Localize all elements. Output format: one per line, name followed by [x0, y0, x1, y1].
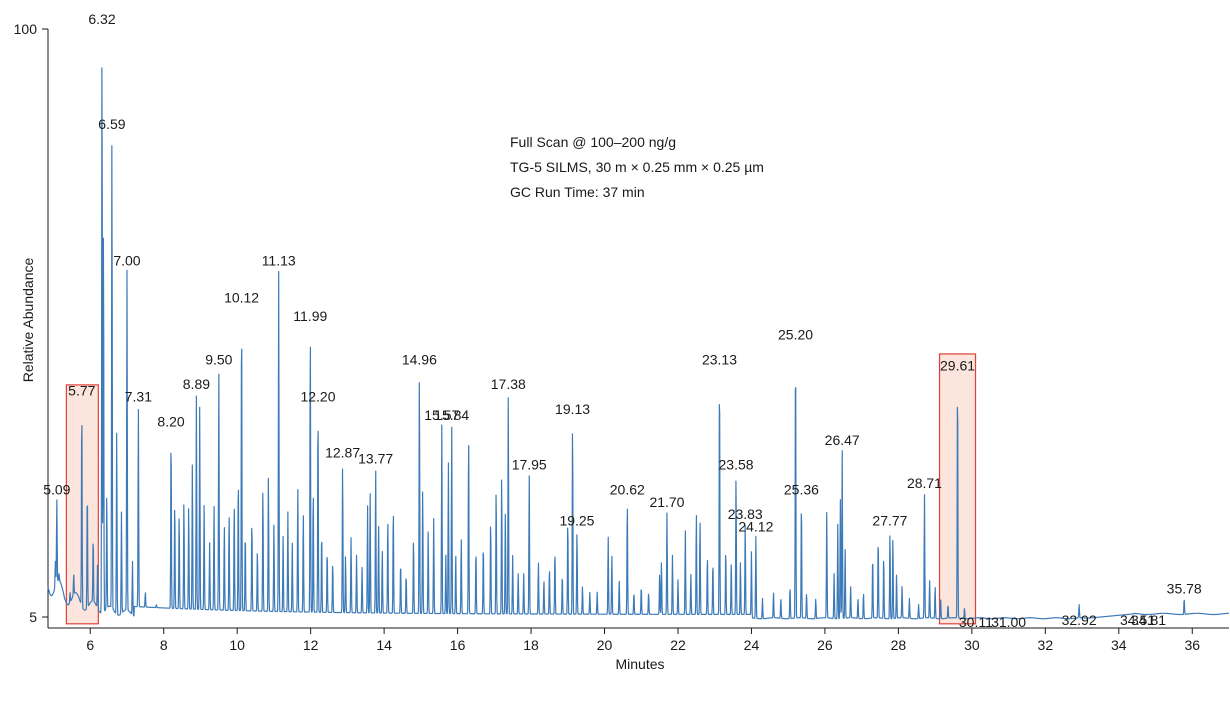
- x-tick-label-16: 16: [450, 637, 466, 653]
- x-tick-label-6: 6: [86, 637, 94, 653]
- peak-label-11.13: 11.13: [262, 252, 296, 268]
- peak-label-19.25: 19.25: [559, 512, 594, 528]
- peak-label-20.62: 20.62: [610, 481, 645, 497]
- peak-label-14.96: 14.96: [402, 351, 437, 367]
- peak-label-23.58: 23.58: [719, 457, 754, 473]
- peak-label-10.12: 10.12: [224, 290, 259, 306]
- peak-label-34.81: 34.81: [1131, 612, 1166, 628]
- peak-label-28.71: 28.71: [907, 475, 942, 491]
- peak-label-7.00: 7.00: [113, 252, 140, 268]
- annotation-line-2: TG-5 SILMS, 30 m × 0.25 mm × 0.25 µm: [510, 159, 764, 175]
- chromatogram-trace: [47, 67, 1230, 620]
- x-tick-label-10: 10: [229, 637, 245, 653]
- peak-label-32.92: 32.92: [1062, 612, 1097, 628]
- x-tick-label-14: 14: [376, 637, 392, 653]
- y-axis: 100 5 Relative Abundance: [14, 21, 49, 628]
- peak-label-35.78: 35.78: [1167, 580, 1202, 596]
- peak-label-12.20: 12.20: [300, 389, 335, 405]
- peak-labels: 5.09 5.77 6.32 6.59 7.00 7.31 8.20 8.89 9.50 10.1…: [43, 11, 1202, 630]
- highlight-boxes: [65, 353, 977, 625]
- x-tick-label-30: 30: [964, 637, 980, 653]
- peak-label-26.47: 26.47: [825, 432, 860, 448]
- x-tick-label-18: 18: [523, 637, 539, 653]
- peak-label-29.61: 29.61: [940, 358, 975, 374]
- peak-label-25.36: 25.36: [784, 481, 819, 497]
- peak-label-6.32: 6.32: [88, 11, 115, 27]
- y-tick-label-100: 100: [14, 21, 38, 37]
- peak-label-17.95: 17.95: [512, 457, 547, 473]
- peak-label-15.84: 15.84: [434, 407, 469, 423]
- x-tick-label-12: 12: [303, 637, 319, 653]
- x-tick-label-36: 36: [1184, 637, 1200, 653]
- peak-label-31.00: 31.00: [991, 614, 1026, 630]
- peak-label-11.99: 11.99: [293, 308, 327, 324]
- x-tick-label-34: 34: [1111, 637, 1127, 653]
- peak-label-21.70: 21.70: [649, 494, 684, 510]
- peak-label-13.77: 13.77: [358, 450, 393, 466]
- peak-label-8.20: 8.20: [157, 413, 184, 429]
- y-axis-title: Relative Abundance: [20, 258, 36, 383]
- x-axis-title: Minutes: [615, 656, 664, 672]
- peak-label-9.50: 9.50: [205, 351, 232, 367]
- x-tick-label-32: 32: [1038, 637, 1054, 653]
- x-tick-label-20: 20: [597, 637, 613, 653]
- peak-label-5.09: 5.09: [43, 481, 70, 497]
- peak-label-24.12: 24.12: [738, 519, 773, 535]
- x-tick-label-26: 26: [817, 637, 833, 653]
- peak-label-7.31: 7.31: [125, 389, 152, 405]
- annotation-line-3: GC Run Time: 37 min: [510, 184, 645, 200]
- peak-label-15.57: 15.57: [424, 407, 459, 423]
- method-annotation: Full Scan @ 100–200 ng/g TG-5 SILMS, 30 …: [510, 134, 764, 200]
- x-tick-label-8: 8: [160, 637, 168, 653]
- annotation-line-1: Full Scan @ 100–200 ng/g: [510, 134, 676, 150]
- peak-label-27.77: 27.77: [872, 512, 907, 528]
- y-tick-label-5: 5: [29, 609, 37, 625]
- peak-label-12.87: 12.87: [325, 444, 360, 460]
- peak-label-17.38: 17.38: [491, 376, 526, 392]
- peak-label-30.11: 30.11: [959, 614, 993, 630]
- peak-label-23.83: 23.83: [728, 506, 763, 522]
- peak-label-25.20: 25.20: [778, 327, 813, 343]
- peak-label-6.59: 6.59: [98, 116, 125, 132]
- x-tick-label-28: 28: [891, 637, 907, 653]
- x-tick-label-24: 24: [744, 637, 760, 653]
- x-tick-label-22: 22: [670, 637, 686, 653]
- peak-label-8.89: 8.89: [183, 376, 210, 392]
- x-axis: 6 8 10 12 14 16 18 20 22 24 26 28 30 32 34 36 Minutes: [48, 627, 1229, 672]
- peak-label-5.77: 5.77: [68, 382, 95, 398]
- peak-label-19.13: 19.13: [555, 401, 590, 417]
- peak-label-23.13: 23.13: [702, 351, 737, 367]
- peak-label-34.51: 34.51: [1120, 612, 1155, 628]
